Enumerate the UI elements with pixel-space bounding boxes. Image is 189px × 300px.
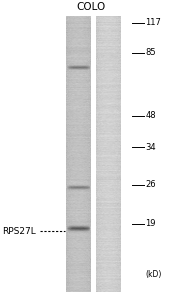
Text: 85: 85 [146, 48, 156, 57]
Text: 117: 117 [146, 18, 161, 27]
Text: COLO: COLO [77, 2, 106, 11]
Text: (kD): (kD) [146, 270, 162, 279]
Text: 48: 48 [146, 111, 156, 120]
Text: 26: 26 [146, 180, 156, 189]
Text: 19: 19 [146, 219, 156, 228]
Text: 34: 34 [146, 142, 156, 152]
Text: RPS27L: RPS27L [2, 226, 36, 236]
